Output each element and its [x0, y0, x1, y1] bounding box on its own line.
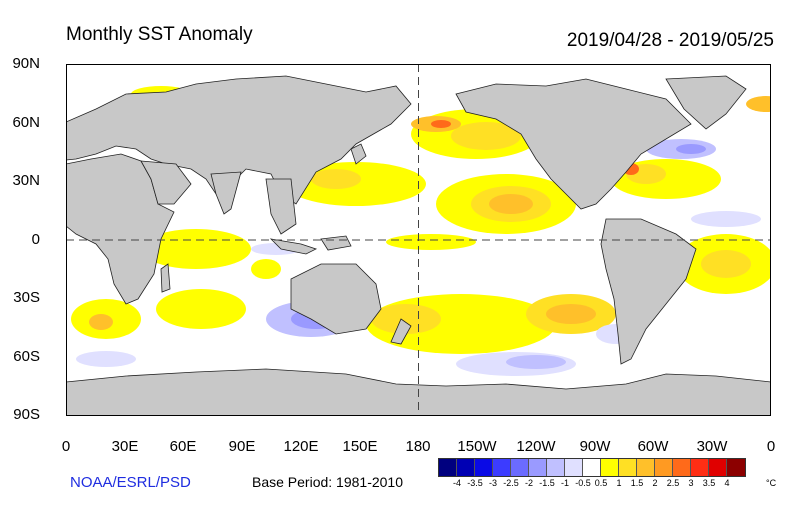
lat-label-90s: 90S — [13, 406, 40, 423]
lon-label-0-east: 0 — [766, 438, 776, 455]
colorbar-cell — [637, 459, 655, 476]
lat-label-60n: 60N — [12, 114, 40, 131]
colorbar-tick-label: -3.5 — [467, 478, 483, 488]
sst-anomaly-map — [66, 64, 771, 416]
colorbar-tick-label: 0.5 — [594, 478, 608, 488]
colorbar-cell — [457, 459, 475, 476]
lon-label-120e: 120E — [283, 438, 319, 455]
new-zealand-islands — [390, 318, 412, 345]
lon-label-150e: 150E — [342, 438, 378, 455]
indonesia-islands — [269, 238, 318, 255]
colorbar-tick-label: 3.5 — [702, 478, 716, 488]
lon-label-180: 180 — [405, 438, 431, 455]
lat-label-30s: 30S — [13, 289, 40, 306]
colorbar-cell — [655, 459, 673, 476]
lat-label-60s: 60S — [13, 348, 40, 365]
lon-label-120w: 120W — [516, 438, 556, 455]
colorbar-cell — [601, 459, 619, 476]
date-range: 2019/04/28 - 2019/05/25 — [566, 30, 774, 51]
lat-label-90n: 90N — [12, 55, 40, 72]
lon-label-90w: 90W — [579, 438, 611, 455]
colorbar-tick-label: 4 — [724, 478, 730, 488]
colorbar-cell — [619, 459, 637, 476]
colorbar-tick-label: 2 — [652, 478, 658, 488]
colorbar-cell — [493, 459, 511, 476]
colorbar-tick-label: 2.5 — [666, 478, 680, 488]
map-border — [66, 64, 771, 416]
lon-label-150w: 150W — [457, 438, 497, 455]
colorbar-tick-label: -3 — [488, 478, 498, 488]
lat-label-0: 0 — [31, 231, 40, 248]
colorbar-cell — [529, 459, 547, 476]
colorbar-tick-label: -1 — [560, 478, 570, 488]
north-america-landmass — [455, 78, 692, 210]
colorbar-cell — [673, 459, 691, 476]
colorbar-cell — [709, 459, 727, 476]
colorbar-cell — [439, 459, 457, 476]
colorbar — [438, 458, 746, 477]
australia-landmass — [290, 263, 382, 335]
colorbar-tick-label: -1.5 — [539, 478, 555, 488]
eurasia-landmass — [66, 75, 412, 205]
warm-anomaly-patches — [71, 86, 771, 354]
colorbar-tick-label: 3 — [688, 478, 694, 488]
japan-islands — [350, 143, 367, 165]
lon-label-30w: 30W — [696, 438, 728, 455]
lat-label-30n: 30N — [12, 172, 40, 189]
colorbar-tick-label: -2.5 — [503, 478, 519, 488]
base-period-label: Base Period: 1981-2010 — [252, 474, 403, 490]
lon-label-0: 0 — [61, 438, 71, 455]
colorbar-cell — [583, 459, 601, 476]
arabia-landmass — [140, 160, 192, 205]
map-svg — [66, 64, 771, 416]
africa-landmass — [66, 153, 175, 305]
colorbar-cell — [691, 459, 709, 476]
colorbar-tick-label: 1 — [616, 478, 622, 488]
colorbar-unit: °C — [766, 478, 777, 488]
colorbar-tick-label: -2 — [524, 478, 534, 488]
india-landmass — [210, 171, 242, 215]
madagascar-island — [160, 263, 171, 293]
colorbar-cell — [511, 459, 529, 476]
colorbar-cell — [475, 459, 493, 476]
colorbar-tick-label: -4 — [452, 478, 462, 488]
southeast-asia-landmass — [265, 178, 297, 235]
colorbar-tick-label: -0.5 — [575, 478, 591, 488]
credit-label: NOAA/ESRL/PSD — [70, 474, 191, 491]
colorbar-cell — [547, 459, 565, 476]
greenland-landmass — [665, 75, 747, 130]
lon-label-60w: 60W — [637, 438, 669, 455]
colorbar-cell — [565, 459, 583, 476]
lon-label-90e: 90E — [228, 438, 256, 455]
lon-label-60e: 60E — [169, 438, 197, 455]
south-america-landmass — [600, 218, 697, 365]
land-masses — [66, 75, 771, 416]
chart-title: Monthly SST Anomaly — [66, 24, 253, 45]
colorbar-tick-label: 1.5 — [630, 478, 644, 488]
colorbar-cell — [727, 459, 745, 476]
lon-label-30e: 30E — [111, 438, 139, 455]
